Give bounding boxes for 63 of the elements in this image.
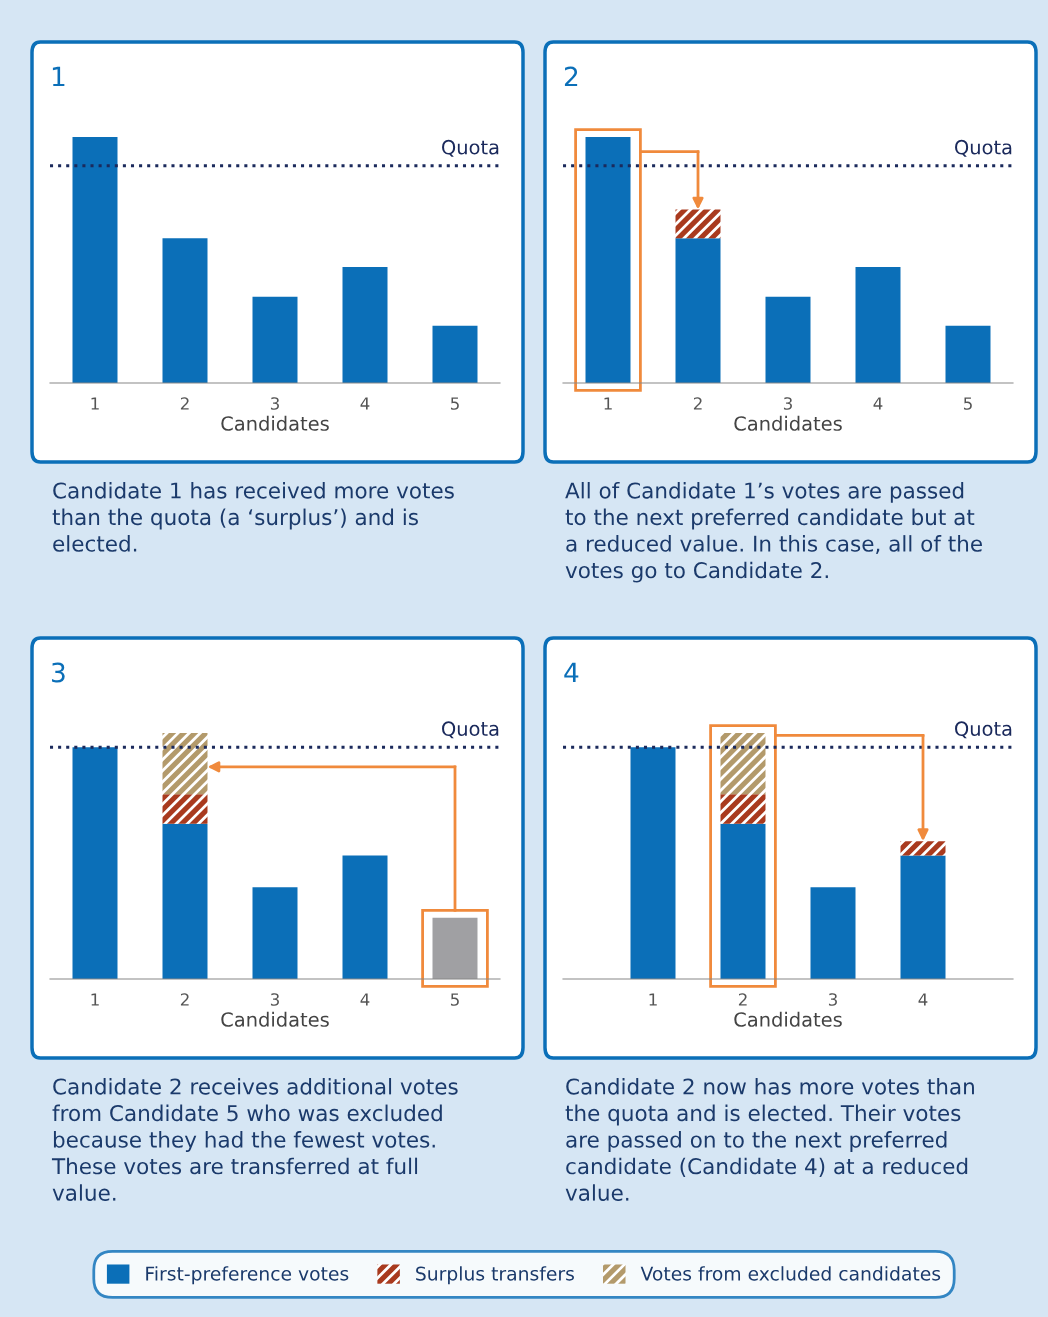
x-axis-title: Candidates	[734, 415, 842, 431]
bar	[432, 325, 478, 383]
chart-title: 4	[564, 662, 579, 683]
x-tick-label: 1	[91, 993, 99, 1006]
x-tick-label: 2	[738, 993, 747, 1006]
x-tick-label: 2	[180, 397, 189, 410]
bar	[72, 747, 118, 979]
bar	[810, 887, 856, 979]
bar	[945, 325, 991, 383]
x-axis-title: Candidates	[221, 415, 329, 431]
x-tick-label: 1	[91, 397, 99, 410]
x-tick-label: 5	[963, 397, 972, 410]
bar	[162, 794, 208, 824]
text: All of Candidate 1’s votes are passed to the next preferred candidate but at a reduced value. In this case, all of the votes go to Candidate 2.	[565, 482, 982, 583]
bar	[900, 841, 946, 856]
x-tick-label: 3	[270, 993, 279, 1006]
x-tick-label: 4	[360, 397, 370, 410]
bar	[720, 823, 766, 979]
bar	[720, 794, 766, 824]
bar	[252, 887, 298, 979]
bar	[585, 136, 631, 383]
legend-label: First-preference votes	[146, 1266, 349, 1285]
ref-line-label: Quota	[955, 139, 1012, 157]
bar	[342, 267, 388, 383]
bar	[342, 855, 388, 979]
bar	[675, 238, 721, 383]
bar	[900, 855, 946, 979]
ref-line-label: Quota	[955, 721, 1012, 739]
x-tick-label: 1	[649, 993, 657, 1006]
bar	[720, 732, 766, 795]
x-tick-label: 1	[604, 397, 612, 410]
x-axis-title: Candidates	[221, 1011, 329, 1027]
x-tick-label: 3	[270, 397, 279, 410]
x-tick-label: 4	[918, 993, 928, 1006]
ref-line-label: Quota	[442, 721, 499, 739]
bar	[252, 296, 298, 383]
x-axis-title: Candidates	[734, 1011, 842, 1027]
bar	[675, 209, 721, 239]
x-tick-label: 4	[873, 397, 883, 410]
x-tick-label: 3	[783, 397, 792, 410]
bar	[162, 823, 208, 979]
x-tick-label: 3	[828, 993, 837, 1006]
ref-line-label: Quota	[442, 139, 499, 157]
x-tick-label: 5	[450, 993, 459, 1006]
bar	[432, 917, 478, 979]
chart-title: 3	[52, 662, 65, 683]
legend-label: Votes from excluded candidates	[640, 1266, 941, 1281]
x-tick-label: 5	[450, 397, 459, 410]
text: Candidate 1 has received more votes than the quota (a ‘surplus’) and is elected.	[52, 482, 454, 552]
text: Candidate 2 receives additional votes from Candidate 5 who was excluded because they had the fewest votes. These votes are transferred at full value.	[51, 1078, 458, 1201]
chart-title: 1	[52, 66, 65, 87]
bar	[162, 238, 208, 383]
bar	[855, 267, 901, 383]
bar	[72, 136, 118, 383]
legend-label: Surplus transfers	[416, 1266, 574, 1285]
x-tick-label: 2	[180, 993, 189, 1006]
x-tick-label: 2	[693, 397, 702, 410]
bar	[765, 296, 811, 383]
chart-title: 2	[564, 66, 578, 87]
bar	[630, 747, 676, 979]
x-tick-label: 4	[360, 993, 370, 1006]
text: Candidate 2 now has more votes than the quota and is elected. Their votes are passed on to the next preferred candidate (Candidate 4) at a reduced value.	[565, 1078, 974, 1201]
bar	[162, 732, 208, 795]
